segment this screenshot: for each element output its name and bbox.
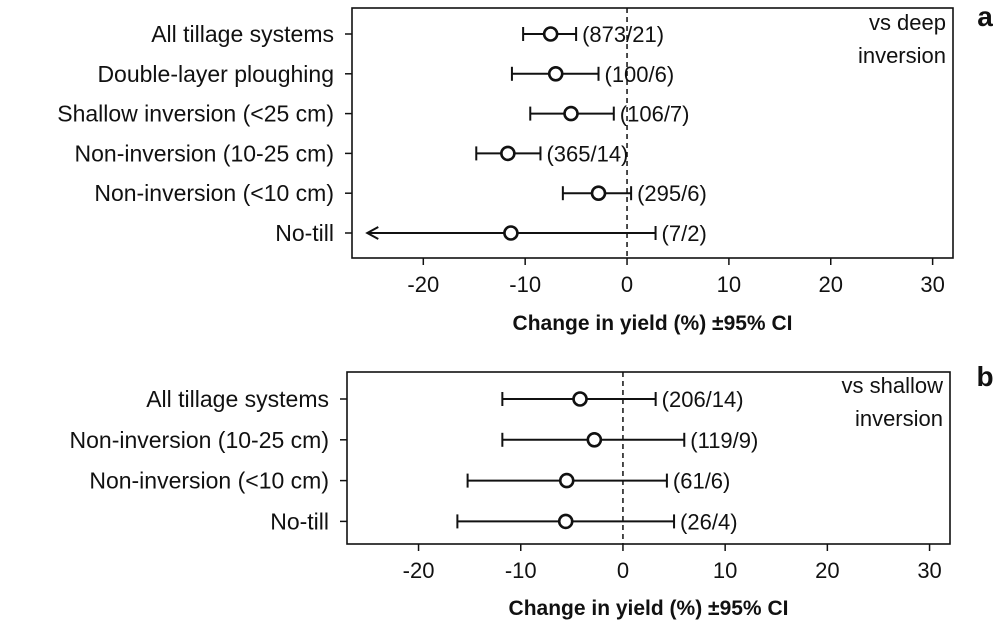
sample-size-label: (106/7) — [620, 102, 690, 127]
sample-size-label: (7/2) — [662, 221, 707, 246]
forest-row: Double-layer ploughing (100/6) — [97, 61, 674, 87]
forest-row: No-till (26/4) — [270, 508, 737, 534]
category-label: Non-inversion (<10 cm) — [94, 180, 334, 206]
forest-row: Shallow inversion (<25 cm) (106/7) — [57, 101, 689, 127]
point-estimate — [586, 431, 603, 448]
category-label: Shallow inversion (<25 cm) — [57, 101, 334, 127]
forest-row: Non-inversion (10-25 cm) (365/14) — [75, 140, 629, 166]
point-estimate — [563, 105, 579, 122]
forest-row: No-till (7/2) — [275, 220, 707, 246]
x-tick-label: 10 — [713, 558, 737, 583]
panel-letter: b — [976, 361, 993, 392]
x-tick-label: -10 — [509, 272, 541, 297]
forest-row: Non-inversion (<10 cm) (295/6) — [94, 180, 706, 206]
point-estimate — [558, 472, 575, 489]
point-estimate — [590, 185, 607, 201]
forest-row: Non-inversion (10-25 cm) (119/9) — [70, 427, 759, 453]
category-label: Non-inversion (10-25 cm) — [70, 427, 329, 453]
comparison-label-line: vs shallow — [842, 373, 944, 398]
x-tick-label: 0 — [617, 558, 629, 583]
comparison-label-line: vs deep — [869, 10, 946, 35]
point-estimate — [503, 225, 519, 241]
sample-size-label: (100/6) — [605, 62, 675, 87]
x-tick-label: -20 — [407, 272, 439, 297]
sample-size-label: (295/6) — [637, 181, 707, 206]
sample-size-label: (365/14) — [546, 141, 628, 166]
point-estimate — [542, 26, 559, 42]
sample-size-label: (873/21) — [582, 22, 664, 47]
x-tick-label: 30 — [920, 272, 944, 297]
forest-row: All tillage systems (873/21) — [151, 21, 664, 47]
category-label: All tillage systems — [151, 21, 334, 47]
point-estimate — [500, 145, 516, 162]
forest-row: Non-inversion (<10 cm) (61/6) — [89, 468, 730, 494]
category-label: No-till — [270, 508, 329, 534]
x-tick-label: 20 — [815, 558, 839, 583]
sample-size-label: (119/9) — [690, 428, 758, 453]
category-label: Double-layer ploughing — [97, 61, 334, 87]
x-tick-label: 30 — [917, 558, 941, 583]
x-tick-label: 10 — [717, 272, 741, 297]
comparison-label: vs deep inversion — [858, 10, 946, 68]
forest-row: All tillage systems (206/14) — [146, 386, 743, 412]
panel-b: -20 -10 0 10 20 30 Change in yield (%) ±95% CI… — [70, 361, 994, 620]
category-label: All tillage systems — [146, 386, 329, 412]
sample-size-label: (26/4) — [680, 509, 737, 534]
sample-size-label: (206/14) — [662, 387, 744, 412]
plot-frame — [346, 371, 951, 545]
category-label: Non-inversion (10-25 cm) — [75, 140, 334, 166]
category-label: No-till — [275, 220, 334, 246]
x-tick-label: 20 — [819, 272, 843, 297]
sample-size-label: (61/6) — [673, 469, 730, 494]
comparison-label-line: inversion — [855, 406, 943, 431]
x-tick-label: -10 — [505, 558, 537, 583]
x-tick-label: 0 — [621, 272, 633, 297]
panel-a: -20 -10 0 10 20 30 Change in yield (%) ±95% CI… — [57, 1, 993, 335]
point-estimate — [557, 513, 574, 530]
category-label: Non-inversion (<10 cm) — [89, 468, 329, 494]
x-axis-title: Change in yield (%) ±95% CI — [509, 597, 789, 620]
comparison-label: vs shallow inversion — [842, 373, 944, 431]
x-tick-label: -20 — [403, 558, 435, 583]
comparison-label-line: inversion — [858, 43, 946, 68]
plot-frame — [351, 7, 954, 259]
truncation-arrow — [365, 226, 379, 240]
panel-letter: a — [977, 1, 993, 32]
x-axis-title: Change in yield (%) ±95% CI — [513, 312, 793, 335]
point-estimate — [547, 66, 564, 82]
point-estimate — [572, 391, 588, 407]
